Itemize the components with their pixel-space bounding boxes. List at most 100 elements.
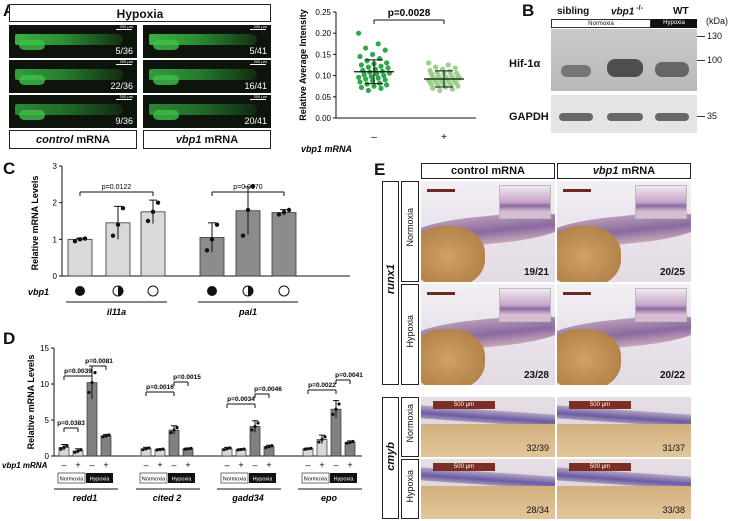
data-point	[317, 440, 321, 444]
data-point	[236, 448, 240, 452]
vbp1-row-label: vbp1	[28, 287, 49, 297]
data-point	[306, 447, 310, 451]
condition-label: +	[266, 460, 271, 470]
data-point	[253, 424, 257, 429]
data-point	[204, 248, 210, 253]
e-vbp1-header-label: vbp1	[592, 165, 619, 177]
hif1a-label: Hif-1α	[509, 58, 541, 70]
data-point	[250, 183, 256, 189]
data-point	[77, 237, 83, 242]
significance-label: p=0.0370	[233, 184, 262, 191]
data-point	[90, 380, 94, 385]
data-point	[242, 447, 246, 451]
hif-band-2	[607, 59, 643, 77]
group-label: gadd34	[231, 493, 264, 503]
bar	[140, 211, 166, 277]
data-point	[183, 447, 187, 451]
runx1-image: 19/21	[421, 181, 555, 282]
runx1-normoxia-label: Normoxia	[405, 208, 415, 247]
fish-body	[15, 69, 123, 80]
y-tick-label: 10	[40, 380, 49, 389]
data-point	[378, 85, 384, 91]
data-point	[361, 72, 367, 78]
data-point	[82, 236, 88, 241]
mw-marker-130: 130	[707, 31, 723, 41]
magnified-inset	[499, 288, 551, 322]
fish-image: 200 μm 16/41	[143, 60, 271, 93]
condition-label: –	[305, 460, 310, 470]
y-axis-label: Relative Average Intensity	[298, 9, 308, 120]
data-point	[286, 207, 292, 213]
data-point	[323, 435, 327, 439]
data-point	[365, 64, 371, 70]
image-fraction: 19/21	[523, 267, 549, 278]
data-point	[79, 448, 83, 452]
data-point	[245, 207, 251, 213]
data-point	[281, 210, 287, 215]
cmyb-image: 500 μm 28/34	[421, 459, 555, 519]
y-tick-label: 0	[45, 452, 50, 461]
data-point	[161, 447, 165, 451]
fish-yolk	[153, 75, 179, 85]
fish-image: 200 μm 20/41	[143, 95, 271, 128]
significance-label: p=0.0122	[102, 184, 131, 191]
data-point	[276, 212, 282, 217]
blot-normoxia-bar: Normoxia	[551, 19, 651, 28]
data-point	[155, 200, 161, 205]
data-point	[345, 441, 349, 445]
e-control-header-label: control mRNA	[451, 165, 525, 177]
condition-label: –	[252, 460, 257, 470]
y-tick-label: 0.20	[315, 29, 331, 38]
hypoxia-box	[249, 473, 276, 483]
significance-label: p=0.0041	[335, 372, 363, 379]
fish-image: 200 μm 5/41	[143, 25, 271, 58]
normoxia-box	[139, 472, 168, 484]
scale-bar	[563, 189, 591, 192]
hif-band-1	[561, 65, 591, 77]
hypoxia-label: Hypoxia	[172, 477, 193, 483]
scale-bar	[116, 99, 132, 100]
cmyb-row-box: cmyb	[382, 397, 399, 519]
condition-label: –	[224, 460, 229, 470]
significance-label: p=0.0034	[227, 396, 255, 403]
gapdh-blot	[551, 95, 697, 133]
data-point	[267, 445, 271, 449]
image-fraction: 28/34	[526, 505, 549, 515]
normoxia-box	[220, 472, 249, 484]
scale-bar: 500 μm	[433, 401, 495, 409]
data-point	[455, 83, 461, 89]
x-axis-label: vbp1 mRNA	[301, 144, 352, 154]
data-point	[382, 47, 388, 53]
condition-label: +	[157, 460, 162, 470]
condition-label: –	[143, 460, 148, 470]
hypoxia-label: Hypoxia	[334, 477, 355, 483]
mw-tick-35	[697, 116, 705, 117]
image-fraction: 32/39	[526, 443, 549, 453]
panel-label-d: D	[3, 329, 16, 348]
kda-label: (kDa)	[706, 16, 728, 26]
blot-normoxia-label: Normoxia	[588, 21, 614, 27]
fish-yolk	[153, 110, 179, 120]
data-point	[375, 41, 381, 47]
y-tick-label: 1	[53, 235, 58, 244]
fish-body	[15, 34, 123, 45]
vbp1-mrna-suffix: mRNA	[201, 134, 239, 146]
data-point	[72, 238, 78, 244]
gapdh-label: GAPDH	[509, 111, 549, 123]
normoxia-label: Normoxia	[223, 477, 247, 483]
data-point	[334, 407, 338, 411]
data-point	[377, 56, 383, 62]
data-point	[225, 447, 229, 451]
data-point	[320, 437, 324, 442]
fish-image: 200 μm 9/36	[9, 95, 137, 128]
image-fraction: 33/38	[662, 505, 685, 515]
hypoxia-box	[330, 473, 357, 483]
data-point	[209, 237, 215, 242]
cmyb-image: 500 μm 32/39	[421, 397, 555, 457]
scale-bar	[427, 189, 455, 192]
data-point	[107, 433, 111, 437]
e-vbp1-header: vbp1 mRNA	[557, 163, 691, 179]
fish-fraction: 16/41	[244, 81, 267, 91]
y-tick-label: 2	[53, 199, 58, 208]
control-label: control	[36, 134, 74, 146]
